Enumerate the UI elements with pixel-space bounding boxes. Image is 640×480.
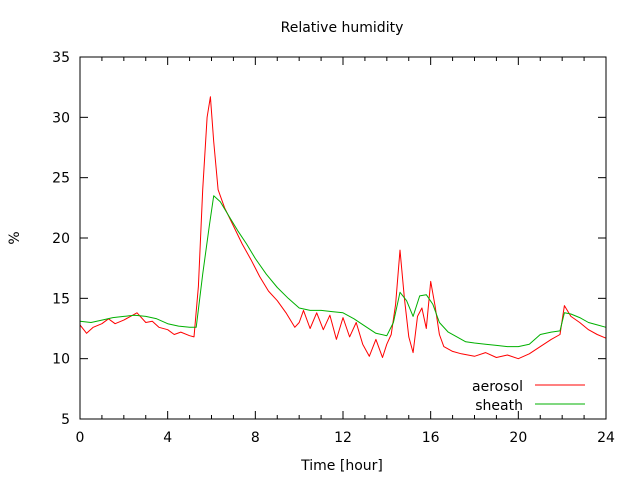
plot-frame <box>79 56 607 420</box>
x-tick-label: 8 <box>251 430 260 446</box>
series-line-sheath <box>79 195 607 348</box>
x-tick-label: 0 <box>76 430 85 446</box>
y-tick-label: 5 <box>61 412 70 428</box>
series-group <box>79 96 607 360</box>
y-axis-label: % <box>7 231 23 244</box>
y-tick-label: 30 <box>52 110 70 126</box>
legend-label-aerosol: aerosol <box>472 379 523 395</box>
x-tick-label: 24 <box>597 430 615 446</box>
x-tick-label: 12 <box>334 430 352 446</box>
y-tick-label: 35 <box>52 50 70 66</box>
chart-title: Relative humidity <box>281 20 404 36</box>
x-axis-label: Time [hour] <box>300 458 383 474</box>
y-tick-label: 10 <box>52 352 70 368</box>
x-tick-label: 16 <box>422 430 440 446</box>
legend: aerosol sheath <box>472 379 585 414</box>
y-tick-label: 15 <box>52 291 70 307</box>
series-line-aerosol <box>79 96 607 360</box>
y-tick-label: 25 <box>52 171 70 187</box>
y-tick-label: 20 <box>52 231 70 247</box>
legend-label-sheath: sheath <box>475 398 523 414</box>
axis-ticks: 5 10 15 20 25 30 35 0 4 8 12 16 20 24 <box>52 50 615 446</box>
x-tick-label: 20 <box>509 430 527 446</box>
x-tick-label: 4 <box>163 430 172 446</box>
